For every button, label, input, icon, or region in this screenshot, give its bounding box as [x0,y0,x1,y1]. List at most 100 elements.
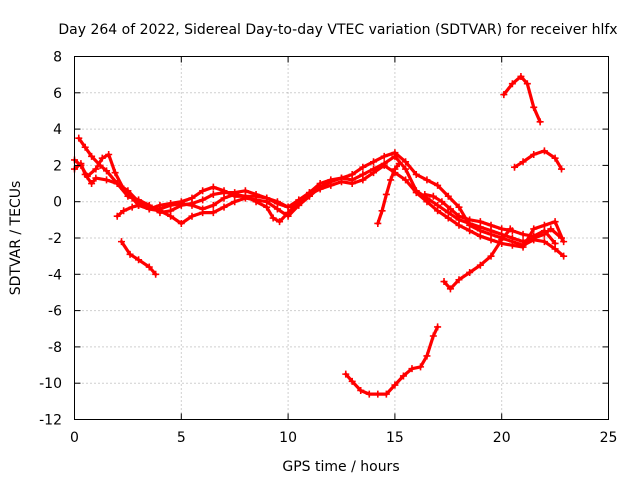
data-point [455,276,463,284]
data-point [81,143,89,151]
data-point [103,176,111,184]
data-point [209,183,217,191]
grid-lines [74,56,609,420]
data-point [530,103,538,111]
series-track-4 [115,185,322,224]
data-point [476,261,484,269]
data-point [120,185,128,193]
data-point [423,198,431,206]
data-point [92,174,100,182]
data-point [560,238,568,246]
data-point [455,221,463,229]
data-point [177,200,185,208]
data-point [199,205,207,213]
data-point [105,151,113,159]
data-point [429,192,437,200]
data-point [263,194,271,202]
data-point [365,390,373,398]
data-point [434,323,442,331]
data-point [359,163,367,171]
axis-ticks: 0 5 10 15 20 25 -12 -10 -8 -6 -4 -2 0 2 4 6 8 [39,50,617,447]
data-point [391,381,399,389]
data-point [209,209,217,217]
data-point [399,372,407,380]
y-axis-label: SDTVAR / TECUs [8,181,24,296]
data-point [135,201,143,209]
data-point [402,176,410,184]
series-track-10 [502,74,542,124]
data-point [547,225,555,233]
data-point [156,205,164,213]
data-point [434,181,442,189]
data-point [500,91,508,99]
data-point [391,149,399,157]
data-point [348,377,356,385]
data-point [412,170,420,178]
data-point [540,227,548,235]
data-point [220,187,228,195]
data-point [446,285,454,293]
data-point [417,363,425,371]
data-point [348,180,356,188]
data-point [263,203,271,211]
series-track-9 [442,227,512,291]
series-track-11-markers [511,147,566,173]
x-tick-label: 5 [177,430,186,446]
data-point [444,192,452,200]
data-point [357,386,365,394]
data-point [152,270,160,278]
data-point [188,212,196,220]
data-point [103,167,111,175]
data-point [273,198,281,206]
series-track-1 [72,154,564,244]
data-point [370,169,378,177]
data-point [387,176,395,184]
data-point [466,227,474,235]
data-point [316,183,324,191]
data-point [327,181,335,189]
data-point [540,147,548,155]
data-point [530,232,538,240]
series-track-10-markers [500,72,544,126]
data-point [498,236,506,244]
series-track-5-markers [374,160,403,227]
x-tick-label: 20 [493,430,511,446]
data-point [199,196,207,204]
y-tick-label: 0 [53,195,62,211]
data-point [421,190,429,198]
x-tick-label: 15 [386,430,404,446]
data-point [269,214,277,222]
data-point [402,165,410,173]
data-point [92,165,100,173]
data-point [476,232,484,240]
y-tick-label: -2 [48,231,62,247]
data-point [145,205,153,213]
data-point [487,252,495,260]
data-point [380,152,388,160]
data-point [402,158,410,166]
y-tick-label: 8 [53,50,62,66]
data-point [128,194,136,202]
data-point [551,239,559,247]
data-point [444,214,452,222]
data-point [511,163,519,171]
data-point [98,154,106,162]
data-point [434,207,442,215]
data-point [540,238,548,246]
data-point [391,165,399,173]
x-tick-label: 10 [279,430,297,446]
data-point [188,194,196,202]
data-point [374,219,382,227]
data-point [440,278,448,286]
data-point [476,218,484,226]
data-point [536,118,544,126]
data-point [519,158,527,166]
data-point [75,134,83,142]
data-point [466,216,474,224]
data-point [408,365,416,373]
data-point [517,72,525,80]
data-point [374,390,382,398]
series-track-6-markers [421,190,559,247]
data-point [88,152,96,160]
